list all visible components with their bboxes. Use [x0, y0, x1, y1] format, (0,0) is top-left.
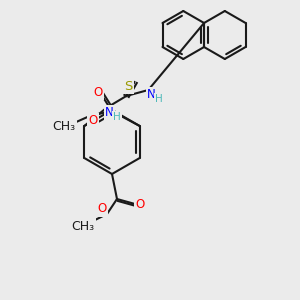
- Text: N: N: [105, 106, 114, 119]
- Text: O: O: [98, 202, 106, 215]
- Text: O: O: [135, 197, 145, 211]
- Text: CH₃: CH₃: [52, 121, 75, 134]
- Text: H: H: [155, 94, 163, 104]
- Text: O: O: [88, 115, 97, 128]
- Text: N: N: [147, 88, 156, 101]
- Text: O: O: [93, 85, 102, 98]
- Text: S: S: [124, 80, 133, 92]
- Text: H: H: [113, 112, 121, 122]
- Text: CH₃: CH₃: [71, 220, 94, 232]
